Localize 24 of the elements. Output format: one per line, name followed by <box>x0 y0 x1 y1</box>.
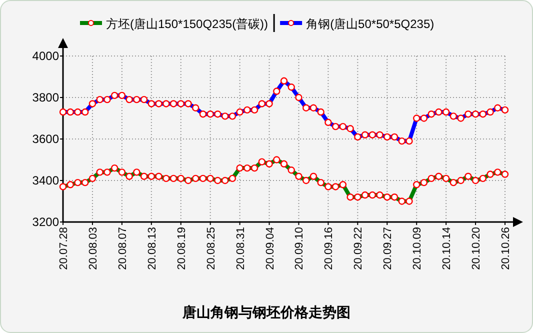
x-tick-label: 20.07.28 <box>58 227 70 270</box>
x-tick-label: 20.10.26 <box>500 227 512 270</box>
x-tick-label: 20.08.13 <box>146 227 158 270</box>
x-tick-label: 20.08.19 <box>176 227 188 270</box>
x-tick-label: 20.09.27 <box>382 227 394 270</box>
x-tick-label: 20.10.20 <box>470 227 483 270</box>
x-tick-label: 20.09.22 <box>352 227 365 270</box>
legend-label: 角钢(唐山50*50*5Q235) <box>306 17 434 31</box>
y-tick-label: 3400 <box>32 174 60 188</box>
legend-label: 方坯(唐山150*150Q235(普碳)) <box>106 17 268 31</box>
x-tick-label: 20.08.31 <box>234 227 247 270</box>
x-tick-label: 20.10.14 <box>441 227 454 270</box>
y-tick-label: 4000 <box>32 49 60 63</box>
x-tick-label: 20.09.04 <box>264 227 276 270</box>
x-tick-label: 20.08.03 <box>87 227 100 270</box>
y-tick-label: 3600 <box>32 132 60 146</box>
x-tick-label: 20.08.07 <box>116 227 129 270</box>
x-tick-label: 20.09.16 <box>323 227 336 270</box>
y-tick-label: 3800 <box>32 90 60 104</box>
x-tick-label: 20.10.09 <box>412 227 424 270</box>
text: 唐山角钢与钢坯价格走势图 <box>182 304 350 320</box>
x-tick-label: 20.09.10 <box>294 227 306 270</box>
y-tick-label: 3200 <box>32 215 60 229</box>
x-tick-label: 20.08.25 <box>205 227 218 270</box>
